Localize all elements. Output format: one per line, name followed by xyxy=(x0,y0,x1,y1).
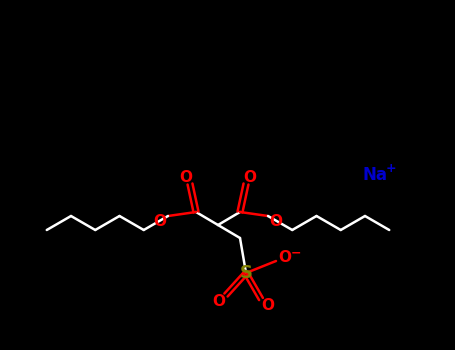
Text: O: O xyxy=(153,214,167,229)
Text: O: O xyxy=(212,294,226,309)
Text: O: O xyxy=(269,214,283,229)
Text: +: + xyxy=(386,162,396,175)
Text: O: O xyxy=(278,251,292,266)
Text: S: S xyxy=(239,264,253,282)
Text: −: − xyxy=(291,246,301,259)
Text: O: O xyxy=(243,169,257,184)
Text: O: O xyxy=(262,299,274,314)
Text: Na: Na xyxy=(363,166,388,184)
Text: O: O xyxy=(180,169,192,184)
